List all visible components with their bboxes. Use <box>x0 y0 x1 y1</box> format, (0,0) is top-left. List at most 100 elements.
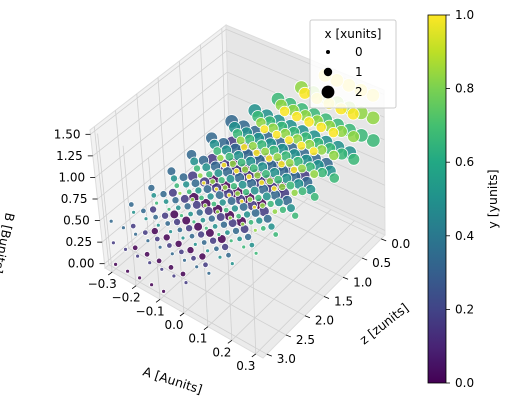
data-point <box>185 188 193 195</box>
data-point <box>166 166 177 177</box>
data-point <box>217 234 227 244</box>
data-point <box>173 217 182 226</box>
x-tick-mark <box>227 339 233 344</box>
data-point <box>260 225 267 232</box>
data-point <box>162 198 170 205</box>
data-point <box>133 231 139 237</box>
z-tick-label: 0.25 <box>65 235 92 249</box>
data-point <box>236 235 243 243</box>
x-axis-label: A [Aunits] <box>141 364 204 397</box>
data-point <box>207 214 216 223</box>
data-point <box>253 250 259 256</box>
legend-label: 2 <box>355 85 363 99</box>
legend: x [xunits] 0 1 2 <box>309 19 397 109</box>
data-point <box>155 222 161 228</box>
y-tick-mark <box>342 276 349 280</box>
data-point <box>176 226 184 234</box>
data-point <box>237 180 248 190</box>
data-point <box>248 141 258 151</box>
data-point <box>297 186 308 197</box>
data-point <box>296 141 307 151</box>
data-point <box>187 210 194 218</box>
y-tick-label: 2.5 <box>296 333 315 347</box>
data-point <box>175 204 182 211</box>
y-tick-mark <box>285 334 292 338</box>
data-point <box>180 194 190 204</box>
data-point <box>190 178 201 189</box>
data-point <box>234 190 241 197</box>
colorbar-tick-label: 0.8 <box>455 82 474 96</box>
x-tick-mark <box>251 353 257 358</box>
data-point <box>183 280 189 286</box>
data-point <box>131 244 139 251</box>
data-point <box>260 146 271 157</box>
y-tick-mark <box>266 353 272 357</box>
data-point <box>248 241 256 249</box>
axis-ticks: −0.3−0.2−0.10.00.10.20.30.00.51.01.52.02… <box>54 127 411 373</box>
data-point <box>226 192 232 198</box>
legend-marker <box>326 50 330 54</box>
data-point <box>169 209 180 220</box>
data-point <box>200 239 208 246</box>
data-point <box>273 174 284 185</box>
data-point <box>137 275 143 281</box>
x-tick-label: −0.1 <box>136 304 165 318</box>
data-point <box>309 192 320 202</box>
data-point <box>128 201 135 208</box>
data-point <box>222 206 230 214</box>
y-tick-label: 1.0 <box>353 275 372 289</box>
data-point <box>192 241 198 247</box>
data-point <box>225 251 232 259</box>
data-point <box>154 200 160 206</box>
data-point <box>298 86 312 100</box>
data-point <box>277 160 286 169</box>
data-point <box>346 107 360 121</box>
data-point <box>278 205 287 214</box>
data-point <box>217 254 223 260</box>
data-point <box>188 232 196 240</box>
data-point <box>168 188 178 198</box>
data-point <box>242 188 251 197</box>
data-point <box>182 180 191 189</box>
data-point <box>154 235 161 243</box>
data-point <box>228 238 234 244</box>
data-point <box>108 218 114 224</box>
data-point <box>178 172 189 183</box>
data-point <box>284 158 295 168</box>
data-point <box>206 192 215 201</box>
grid-line-x <box>224 194 355 342</box>
legend-label: 1 <box>355 65 363 79</box>
legend-label: 0 <box>355 45 363 59</box>
data-point <box>219 220 228 229</box>
x-tick-mark <box>203 326 209 330</box>
data-point <box>225 174 236 184</box>
data-point <box>271 185 278 192</box>
data-point <box>274 197 284 208</box>
data-point <box>180 235 186 241</box>
data-point <box>221 184 229 191</box>
data-point <box>229 182 238 191</box>
data-point <box>261 191 272 202</box>
x-tick-label: −0.2 <box>112 291 141 305</box>
data-point <box>209 236 218 245</box>
data-point <box>202 203 208 209</box>
data-point <box>205 248 211 254</box>
data-point <box>195 208 204 217</box>
data-point <box>192 200 202 210</box>
data-point <box>171 273 177 279</box>
y-tick-mark <box>304 315 311 319</box>
data-point <box>190 255 197 262</box>
data-point <box>258 179 265 186</box>
data-point <box>155 257 163 265</box>
x-tick-mark <box>131 285 137 290</box>
grid-line-b <box>99 114 229 221</box>
data-point <box>213 245 220 252</box>
grid-line-b <box>90 28 227 135</box>
data-point <box>192 164 201 173</box>
grid-line-b <box>97 93 229 200</box>
z-tick-label: 1.25 <box>56 149 83 163</box>
data-point <box>197 230 206 239</box>
data-point <box>216 232 222 237</box>
data-point <box>169 251 175 257</box>
